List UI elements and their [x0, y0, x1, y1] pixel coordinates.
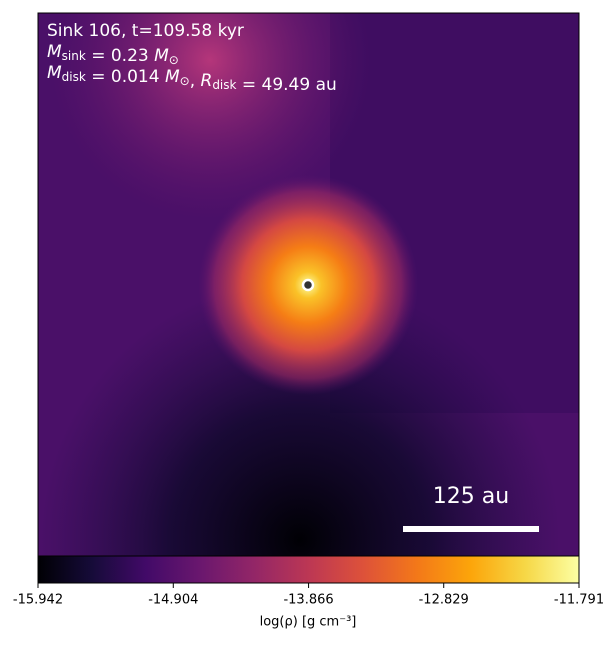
colorbar-label: log(ρ) [g cm⁻³]: [260, 615, 357, 630]
colorbar-tick-label: -12.829: [419, 593, 469, 608]
annotation: Msink = 0.23 M⊙: [47, 42, 179, 67]
subscript: ⊙: [180, 74, 190, 88]
colorbar: [37, 555, 580, 584]
colorbar-tick-label: -11.791: [554, 593, 604, 608]
text: Sink 106, t=109.58 kyr: [47, 21, 244, 41]
symbol: R: [201, 71, 213, 91]
annotation: Mdisk = 0.014 M⊙, Rdisk = 49.49 au: [47, 63, 337, 95]
subscript: disk: [212, 78, 236, 92]
text: = 49.49 au: [236, 75, 336, 95]
symbol: M: [47, 42, 62, 62]
scale-bar-label: 125 au: [433, 484, 509, 509]
sink-marker: [301, 278, 315, 292]
symbol: M: [165, 67, 180, 87]
colorbar-tick-label: -14.904: [148, 593, 198, 608]
text: = 0.23: [86, 46, 154, 66]
symbol: M: [47, 63, 62, 83]
text: ,: [190, 71, 201, 91]
annotation: Sink 106, t=109.58 kyr: [47, 21, 244, 41]
symbol: M: [154, 46, 169, 66]
colorbar-tick-label: -13.866: [283, 593, 333, 608]
subscript: sink: [62, 49, 86, 63]
subscript: disk: [62, 70, 86, 84]
subscript: ⊙: [169, 53, 179, 67]
text: = 0.014: [86, 67, 165, 87]
colorbar-tick-label: -15.942: [13, 593, 63, 608]
